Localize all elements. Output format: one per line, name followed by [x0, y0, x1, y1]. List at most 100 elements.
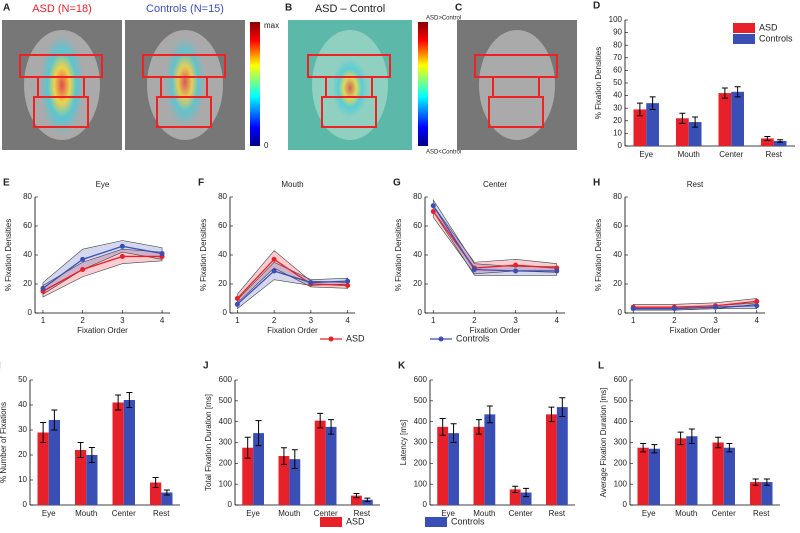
- error-bar: [721, 87, 728, 99]
- error-band: [42, 248, 163, 298]
- legend-label: ASD: [759, 22, 778, 32]
- error-bar: [244, 436, 251, 459]
- x-tick-label: Mouth: [278, 509, 300, 518]
- panel-label: F: [198, 178, 204, 189]
- y-tick-label: 600: [614, 375, 628, 384]
- error-bar: [126, 392, 133, 408]
- panel-label: G: [393, 178, 401, 189]
- error-bar: [255, 420, 262, 447]
- line: [633, 300, 757, 308]
- x-tick-label: Rest: [766, 150, 783, 159]
- colorbar-label: ASD<Control: [426, 150, 461, 156]
- y-axis-label: % Fixation Densities: [594, 219, 603, 291]
- y-tick-label: 0: [623, 500, 628, 509]
- y-tick-label: 20: [18, 450, 27, 459]
- x-tick-label: 4: [345, 316, 350, 325]
- error-bar: [291, 449, 298, 470]
- bar: [509, 489, 521, 505]
- marker: [234, 296, 240, 301]
- x-tick-label: 4: [160, 316, 165, 325]
- y-tick-label: 100: [609, 15, 623, 24]
- marker: [271, 268, 277, 274]
- y-tick-label: 70: [613, 53, 622, 62]
- bar: [648, 448, 660, 505]
- bar: [731, 91, 744, 146]
- y-axis-label: % Fixation Densities: [4, 219, 13, 291]
- error-bar: [752, 478, 759, 486]
- y-tick-label: 50: [18, 375, 27, 384]
- line: [236, 258, 348, 299]
- panel-label: B: [285, 3, 292, 14]
- x-tick-label: Eye: [642, 509, 656, 518]
- error-bar: [450, 423, 457, 443]
- y-tick-label: 500: [219, 396, 233, 405]
- y-tick-label: 0: [228, 500, 233, 509]
- colorbar: [250, 22, 260, 146]
- legend-swatch: [320, 517, 342, 527]
- error-bar: [679, 112, 686, 124]
- bar: [75, 450, 87, 505]
- marker: [513, 268, 519, 274]
- marker: [754, 298, 760, 304]
- error-bar: [715, 436, 722, 449]
- bar: [289, 459, 301, 505]
- x-tick-label: 2: [80, 316, 85, 325]
- y-tick-label: 300: [414, 438, 428, 447]
- bar: [242, 447, 254, 505]
- bar: [761, 138, 774, 146]
- bar: [637, 447, 649, 505]
- x-tick-label: 1: [631, 316, 636, 325]
- legend-label: ASD: [346, 516, 365, 526]
- chart-title: Eye: [96, 180, 110, 189]
- bar: [351, 495, 362, 505]
- panel-label: E: [3, 178, 10, 189]
- y-axis-label: % Fixation Densities: [394, 219, 403, 291]
- bar: [86, 455, 98, 505]
- error-bar: [152, 477, 159, 488]
- y-axis-label: % Number of Fixations: [0, 402, 8, 483]
- marker: [471, 267, 477, 272]
- marker: [430, 209, 436, 214]
- x-tick-label: Rest: [753, 509, 770, 518]
- bar: [48, 420, 60, 505]
- error-band: [42, 240, 163, 295]
- error-bar: [559, 397, 566, 417]
- bar: [718, 93, 732, 146]
- x-tick-label: Center: [719, 150, 743, 159]
- marker: [671, 306, 677, 312]
- y-tick-label: 0: [223, 308, 228, 317]
- bar: [750, 482, 762, 505]
- y-tick-label: 30: [613, 103, 622, 112]
- line: [42, 255, 163, 292]
- line: [432, 205, 557, 272]
- error-bar: [734, 86, 741, 98]
- legend-swatch: [438, 336, 444, 342]
- y-axis-label: Total Fixation Duration [ms]: [204, 394, 213, 491]
- bar: [325, 426, 337, 505]
- legend-swatch: [328, 336, 334, 342]
- y-tick-label: 0: [618, 141, 623, 150]
- x-tick-label: Mouth: [473, 509, 495, 518]
- chart-title: Mouth: [281, 180, 303, 189]
- y-tick-label: 300: [614, 438, 628, 447]
- x-tick-label: 1: [431, 316, 436, 325]
- marker: [308, 280, 314, 286]
- x-tick-label: Center: [509, 509, 533, 518]
- error-bar: [649, 96, 656, 110]
- bar: [278, 456, 290, 505]
- y-tick-label: 40: [413, 250, 422, 259]
- error-bar: [115, 394, 122, 411]
- y-tick-label: 80: [218, 192, 227, 201]
- panel-label: L: [598, 361, 604, 372]
- x-axis-label: Fixation Order: [470, 326, 521, 335]
- error-bar: [77, 442, 84, 458]
- y-tick-label: 0: [618, 308, 623, 317]
- marker: [554, 268, 560, 274]
- legend-label: ASD: [346, 333, 365, 343]
- y-tick-label: 100: [614, 479, 628, 488]
- y-tick-label: 30: [18, 425, 27, 434]
- error-bar: [763, 478, 770, 486]
- y-tick-label: 50: [613, 78, 622, 87]
- x-tick-label: 4: [755, 316, 760, 325]
- panel-label: A: [3, 3, 10, 14]
